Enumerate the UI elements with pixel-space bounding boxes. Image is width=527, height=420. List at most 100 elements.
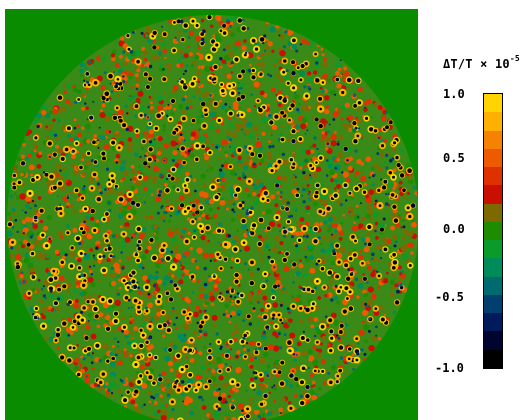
blue-speckle [374, 199, 378, 203]
speckle [23, 257, 30, 264]
speckle [115, 40, 119, 44]
speckle [261, 131, 266, 136]
speckle [400, 245, 407, 252]
speckle [397, 213, 401, 217]
blue-speckle [267, 73, 270, 76]
speckle [231, 302, 235, 306]
blue-speckle [11, 225, 15, 229]
blue-speckle [373, 173, 376, 177]
blue-speckle [252, 183, 255, 186]
speckle [315, 63, 320, 68]
spot-core [145, 340, 149, 344]
speckle [261, 116, 268, 123]
speckle [135, 133, 140, 138]
speckle [281, 397, 286, 402]
blue-speckle [252, 307, 256, 310]
spot-core [367, 242, 372, 247]
speckle [107, 111, 112, 116]
spot-core [392, 141, 397, 145]
speckle [357, 118, 363, 124]
speckle [401, 236, 407, 241]
speckle [392, 234, 398, 240]
speckle [113, 262, 120, 269]
blue-speckle [114, 353, 118, 357]
blue-speckle [236, 355, 238, 358]
speckle [277, 60, 282, 64]
blue-speckle [48, 237, 51, 240]
spot-core [148, 353, 151, 357]
spot-core [240, 340, 245, 344]
speckle [135, 370, 140, 375]
speckle [77, 89, 82, 94]
blue-speckle [360, 202, 362, 205]
speckle [275, 94, 278, 97]
blue-speckle [144, 58, 147, 61]
speckle [230, 310, 236, 316]
blue-speckle [258, 346, 262, 350]
speckle [372, 269, 376, 274]
speckle [226, 135, 230, 139]
spot-core [145, 309, 149, 313]
speckle [279, 50, 286, 57]
speckle [232, 239, 236, 244]
blue-speckle [84, 102, 87, 105]
spot-core [157, 324, 162, 329]
speckle [269, 131, 273, 135]
speckle [140, 226, 147, 233]
speckle [231, 332, 236, 337]
speckle [249, 300, 253, 305]
speckle [143, 316, 148, 322]
speckle [232, 43, 236, 47]
speckle [163, 286, 167, 290]
speckle [339, 74, 342, 78]
blue-speckle [266, 374, 270, 378]
blue-speckle [356, 351, 360, 356]
speckle [66, 202, 70, 206]
spot-core [235, 187, 241, 192]
speckle [216, 206, 220, 210]
spot-core [89, 115, 94, 120]
speckle [134, 50, 141, 56]
blue-speckle [287, 227, 292, 231]
blue-speckle [58, 203, 62, 207]
colorbar-band [484, 240, 502, 259]
speckle [147, 174, 152, 179]
speckle [252, 201, 259, 207]
spot-core [296, 66, 300, 70]
speckle [183, 274, 188, 280]
spot-core [256, 99, 260, 103]
speckle [24, 156, 29, 161]
blue-speckle [246, 348, 251, 353]
spot-core [126, 286, 130, 290]
blue-speckle [315, 148, 318, 150]
spot-core [85, 72, 90, 76]
speckle [119, 208, 122, 211]
speckle [330, 134, 337, 141]
speckle [173, 248, 180, 254]
speckle [20, 225, 24, 230]
speckle [195, 88, 201, 94]
blue-speckle [116, 292, 121, 296]
spot-core [335, 380, 339, 384]
speckle [209, 216, 214, 221]
spot-core [152, 255, 157, 261]
speckle [272, 302, 279, 308]
speckle [375, 236, 379, 240]
speckle [408, 231, 414, 237]
blue-speckle [296, 187, 300, 191]
blue-speckle [135, 252, 138, 255]
blue-speckle [230, 266, 233, 269]
blue-speckle [137, 286, 140, 290]
speckle [317, 296, 322, 300]
spot-core [388, 171, 392, 175]
speckle [362, 273, 365, 276]
spot-core [214, 195, 219, 200]
speckle [134, 196, 138, 200]
speckle [316, 329, 323, 335]
speckle [261, 334, 267, 340]
speckle [377, 167, 383, 173]
speckle [257, 294, 260, 297]
speckle [217, 241, 221, 245]
speckle [121, 244, 126, 249]
speckle [203, 345, 206, 349]
